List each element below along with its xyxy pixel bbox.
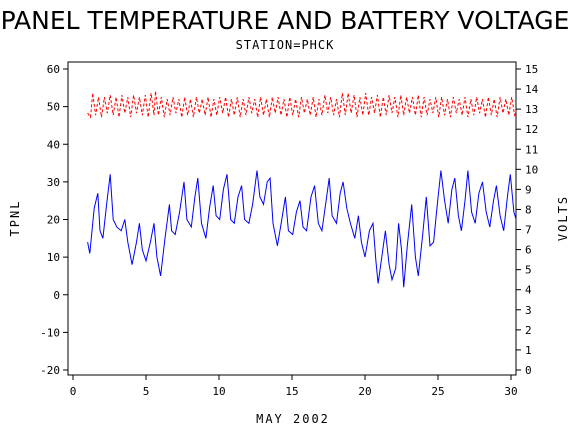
y-left-tick-label: 50 <box>47 101 60 114</box>
x-tick-label: 10 <box>212 385 225 398</box>
y-right-tick-label: 7 <box>525 224 532 237</box>
x-tick-label: 30 <box>504 385 517 398</box>
y-left-tick-label: 20 <box>47 214 60 227</box>
y-right-tick-label: 14 <box>525 83 539 96</box>
y-right-tick-label: 4 <box>525 284 532 297</box>
x-tick-label: 15 <box>285 385 298 398</box>
battery-voltage-line <box>87 91 517 119</box>
y-right-tick-label: 3 <box>525 304 532 317</box>
y-left-tick-label: 30 <box>47 176 60 189</box>
y-right-tick-label: 13 <box>525 103 538 116</box>
y-right-tick-label: 10 <box>525 163 538 176</box>
y-left-tick-label: 60 <box>47 63 60 76</box>
panel-temperature-line <box>87 170 517 288</box>
y-right-tick-label: 12 <box>525 123 538 136</box>
x-tick-label: 0 <box>70 385 77 398</box>
y-right-tick-label: 5 <box>525 264 532 277</box>
y-right-tick-label: 6 <box>525 244 532 257</box>
x-tick-label: 25 <box>431 385 444 398</box>
y-left-tick-label: 10 <box>47 251 60 264</box>
y-right-tick-label: 2 <box>525 324 532 337</box>
x-tick-label: 5 <box>143 385 150 398</box>
y-left-tick-label: -10 <box>40 326 60 339</box>
chart-title: PANEL TEMPERATURE AND BATTERY VOLTAGE <box>1 6 570 35</box>
y-axis-label-left: TPNL <box>8 200 22 237</box>
y-axis-label-right: VOLTS <box>556 195 570 241</box>
y-right-tick-label: 8 <box>525 203 532 216</box>
y-left-tick-label: 0 <box>53 289 60 302</box>
y-right-tick-label: 1 <box>525 344 532 357</box>
x-axis-label: MAY 2002 <box>256 412 330 426</box>
y-right-tick-label: 0 <box>525 364 532 377</box>
chart-subtitle: STATION=PHCK <box>236 38 335 52</box>
y-left-tick-label: 40 <box>47 138 60 151</box>
data-series <box>87 91 517 288</box>
x-tick-label: 20 <box>358 385 371 398</box>
y-right-tick-label: 11 <box>525 143 538 156</box>
y-right-tick-label: 15 <box>525 63 538 76</box>
y-left-tick-label: -20 <box>40 364 60 377</box>
y-right-tick-label: 9 <box>525 183 532 196</box>
axes-ticks: 0 5 10 15 20 25 30-20-100102030405060012345678… <box>40 63 538 398</box>
